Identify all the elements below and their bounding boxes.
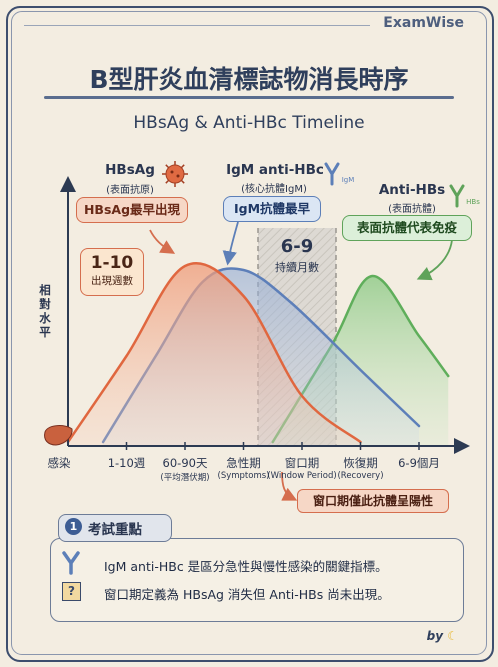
onset-range: 1-10: [90, 253, 134, 273]
antihbs-label: Anti-HBs: [378, 182, 446, 198]
window-note-arrow: [281, 471, 298, 501]
x-tick-sublabel: (Symptoms): [217, 471, 270, 481]
exam-points-box: [50, 538, 464, 622]
byline-text: by: [426, 629, 444, 643]
x-tick-label: 感染: [47, 456, 71, 470]
igm-callout: IgM抗體最早: [223, 196, 321, 222]
exam-point-2: 窗口期定義為 HBsAg 消失但 Anti-HBs 尚未出現。: [104, 587, 390, 602]
hbsag-curve: [66, 262, 362, 444]
page-subtitle: HBsAg & Anti-HBc Timeline: [133, 113, 365, 133]
exam-point-1: IgM anti-HBc 是區分急性與慢性感染的關鍵指標。: [104, 559, 388, 574]
hbsag-callout: HBsAg最早出現: [76, 197, 188, 223]
antihbs-callout-arrow: [416, 239, 453, 281]
hbsag-desc: (表面抗原): [106, 185, 154, 196]
x-tick-sublabel: (平均潛伏期): [160, 473, 210, 483]
brand-rule: [24, 25, 370, 26]
brand-name: ExamWise: [383, 15, 464, 31]
igm-label: IgM anti-HBc: [226, 162, 324, 178]
y-axis-label-char: 相: [39, 283, 51, 297]
virus-icon: [162, 161, 188, 187]
igm-desc: (核心抗體IgM): [241, 184, 307, 195]
liver-icon: [44, 425, 73, 446]
banana-icon: ☾: [447, 629, 458, 643]
hbsag-label: HBsAg: [105, 162, 155, 178]
outer-frame: [6, 6, 494, 662]
antihbs-callout: 表面抗體代表免疫: [342, 215, 472, 241]
question-mark-icon: ?: [62, 582, 81, 601]
y-axis-label: 相對水平: [36, 283, 54, 339]
y-axis-label-char: 平: [39, 325, 51, 339]
igm-icon-tag: IgM: [341, 176, 355, 184]
antihbs-icon-tag: HBs: [466, 198, 480, 206]
igm-callout-arrow: [222, 221, 239, 266]
series-layer: [66, 262, 450, 446]
x-tick-label: 窗口期: [284, 456, 320, 470]
x-tick-sublabel: (Window Period): [267, 471, 337, 481]
inner-frame: [11, 11, 487, 655]
igm-antibody-icon: [324, 162, 340, 186]
exam-antibody-icon: [62, 551, 80, 575]
onset-box: 1-10 出現週數: [80, 248, 144, 296]
byline: by ☾: [427, 629, 458, 643]
exam-number-badge: 1: [65, 518, 82, 535]
onset-text: 出現週數: [91, 275, 133, 287]
x-tick-label: 60-90天: [162, 456, 208, 470]
title-underline: [44, 96, 454, 99]
hbsag-area: [68, 263, 361, 446]
x-tick-label: 1-10週: [107, 456, 146, 470]
antihbs-desc: (表面抗體): [388, 204, 436, 215]
x-tick-label: 恢復期: [343, 456, 378, 470]
x-tick-label: 急性期: [226, 456, 261, 470]
y-axis-label-char: 水: [39, 311, 51, 325]
hbsag-callout-arrow: [149, 229, 176, 254]
window-duration-text: 持續月數: [275, 261, 319, 274]
y-axis-label-char: 對: [39, 297, 51, 311]
anti-hbs-antibody-icon: [449, 184, 465, 208]
window-period-note: 窗口期僅此抗體呈陽性: [297, 489, 449, 513]
x-tick-marks: [125, 442, 420, 450]
x-tick-label: 6-9個月: [398, 456, 440, 470]
page-title: B型肝炎血清標誌物消長時序: [89, 65, 409, 94]
x-tick-sublabel: (Recovery): [337, 471, 384, 481]
window-duration-range: 6-9: [280, 236, 314, 257]
exam-points-title: 考試重點: [88, 522, 142, 538]
